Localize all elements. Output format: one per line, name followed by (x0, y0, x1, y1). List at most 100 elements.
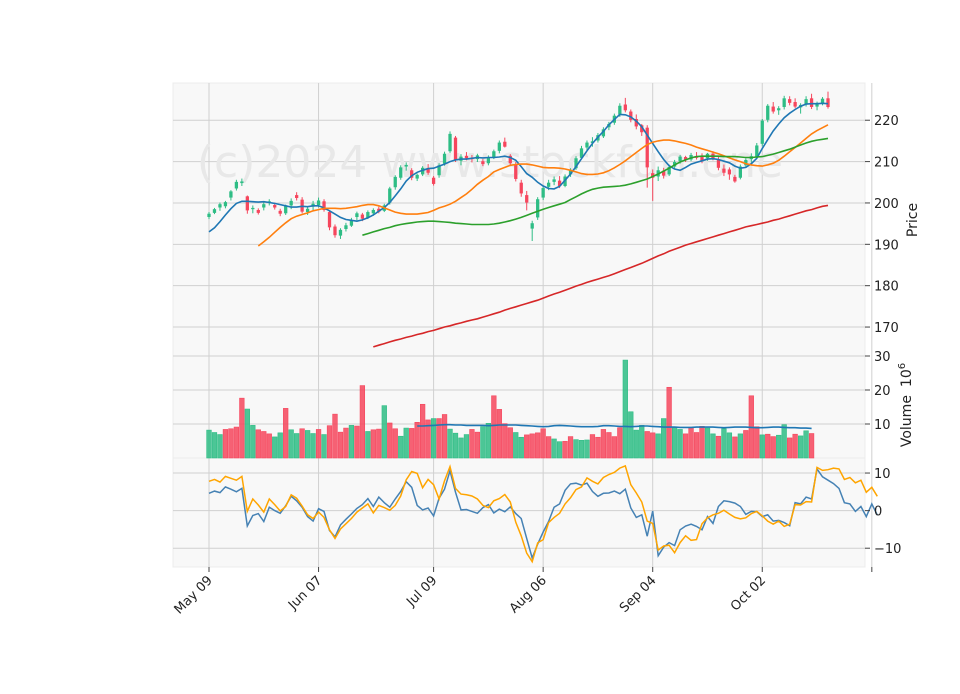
candle-body (788, 99, 792, 103)
volume-bar (770, 436, 776, 459)
volume-bar (420, 403, 426, 459)
price-line-ma_mid (257, 124, 829, 247)
volume-bar (524, 434, 530, 459)
volume-bar (480, 426, 486, 459)
candle-body (826, 98, 830, 107)
candle-body (481, 161, 485, 165)
candle-body (240, 181, 244, 184)
volume-bar (776, 434, 782, 459)
volume-bar (496, 409, 502, 459)
volume-bar (304, 430, 311, 459)
volume-bar (283, 408, 289, 459)
volume-bar (414, 421, 420, 459)
candle-body (437, 165, 441, 176)
volume-bar (458, 437, 464, 459)
candle-body (322, 201, 326, 210)
candle-body (519, 182, 523, 194)
x-tick-label: Jul 09 (403, 573, 440, 610)
candle-body (667, 166, 671, 175)
volume-bar (502, 423, 508, 459)
candle-body (579, 148, 584, 158)
oscillator-line-signal (208, 464, 878, 564)
candle-body (344, 225, 348, 230)
candle-body (733, 176, 737, 182)
candle-body (530, 223, 534, 229)
candle-body (568, 170, 573, 175)
candle-body (426, 169, 430, 173)
volume-bar (765, 433, 771, 459)
oscillator-line-macd (208, 466, 878, 561)
candle-body (634, 118, 638, 127)
volume-bar (392, 428, 398, 459)
volume-bar (272, 436, 278, 459)
volume-bar (595, 436, 601, 459)
volume-bar (715, 435, 722, 459)
y-tick-label-price: 210 (874, 156, 899, 171)
candle-body (212, 209, 217, 213)
volume-bar (266, 433, 272, 459)
x-tick-label: May 09 (172, 573, 216, 617)
volume-bar (682, 433, 689, 459)
volume-bar (513, 432, 519, 459)
candle-body (514, 164, 518, 179)
candle-body (431, 177, 436, 184)
volume-bar (409, 428, 415, 459)
candle-body (284, 205, 288, 214)
candle-body (223, 202, 228, 207)
volume-bar (808, 433, 815, 459)
candle-body (486, 157, 491, 164)
volume-bar (567, 436, 574, 459)
volume-bar (321, 434, 327, 459)
candle-body (388, 188, 392, 203)
volume-bar (206, 429, 212, 459)
candle-body (410, 170, 414, 178)
panel-bg-osc (172, 457, 866, 568)
candle-body (782, 98, 786, 107)
price-axis-label: Price (905, 203, 921, 237)
volume-bar (518, 436, 524, 459)
volume-bar (381, 405, 387, 459)
candle-body (546, 182, 551, 187)
candle-body (541, 188, 545, 198)
candle-body (651, 173, 655, 178)
volume-bar (546, 436, 552, 459)
candle-body (574, 158, 578, 169)
volume-bar (600, 429, 607, 459)
volume-bar (721, 428, 727, 459)
volume-bar (759, 434, 765, 459)
volume-bar (239, 397, 245, 459)
candle-body (809, 98, 814, 107)
candle-body (722, 168, 726, 173)
candle-body (552, 179, 556, 182)
volume-axis-label-base: 10 (899, 369, 915, 387)
candle-body (327, 212, 332, 228)
candle-body (333, 226, 337, 236)
volume-bar (787, 437, 793, 459)
candle-body (601, 129, 606, 137)
candle-body (229, 191, 233, 198)
y-tick-label-osc: −10 (874, 542, 901, 557)
y-tick-label-volume: 20 (874, 384, 891, 399)
y-tick-label-price: 170 (874, 321, 899, 336)
panel-bg-price (172, 82, 866, 357)
volume-bar (529, 433, 535, 459)
volume-bar (452, 432, 459, 459)
volume-bar (704, 427, 711, 459)
candle-body (492, 151, 496, 158)
candle-body (415, 174, 419, 179)
volume-bar (677, 429, 683, 459)
candle-body (377, 208, 381, 212)
candle-body (585, 142, 589, 148)
volume-bar (436, 418, 442, 459)
volume-bar (556, 441, 563, 459)
candle-body (777, 108, 781, 111)
volume-bar (310, 433, 316, 459)
y-tick-label-price: 220 (874, 114, 899, 129)
volume-bar (211, 432, 218, 459)
candle-body (371, 209, 375, 214)
volume-bar (754, 426, 760, 459)
volume-bar (376, 428, 382, 459)
candle-body (316, 200, 321, 206)
volume-bar (343, 427, 349, 459)
